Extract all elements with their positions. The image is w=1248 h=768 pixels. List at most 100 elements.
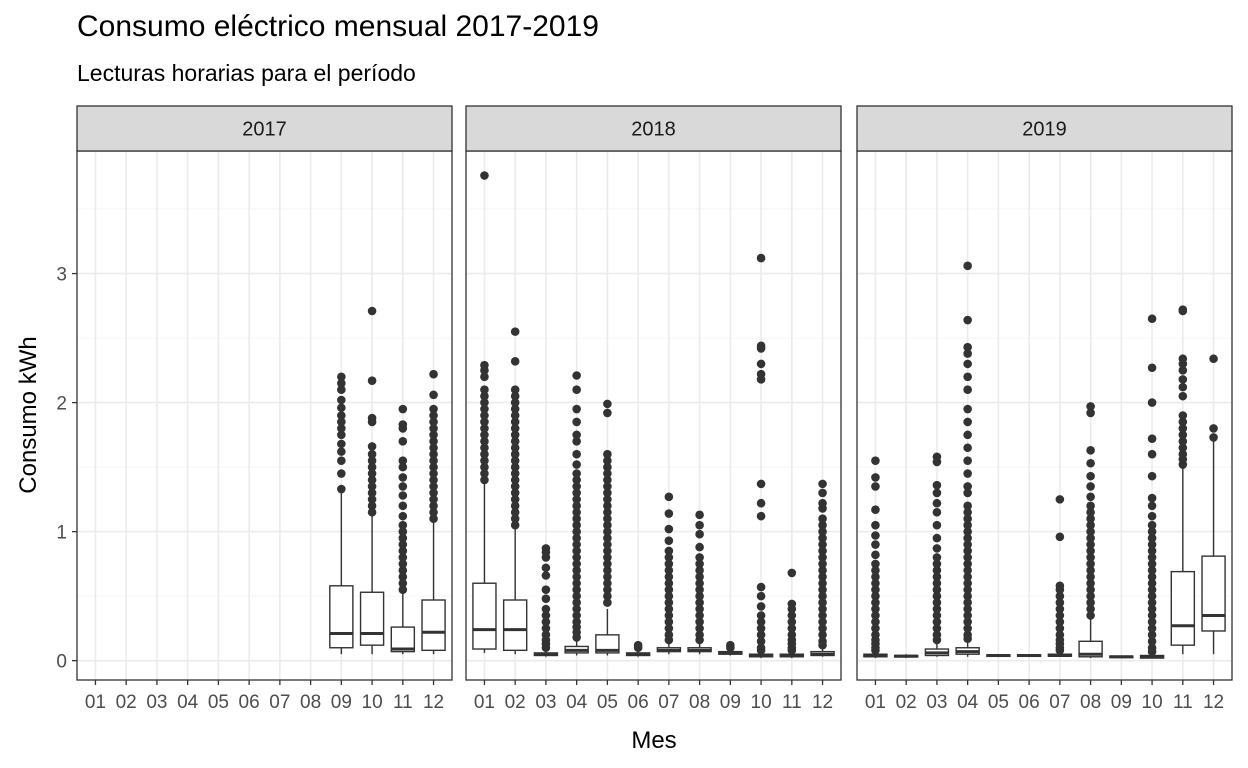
outlier-point xyxy=(603,456,612,465)
box-2019-03 xyxy=(924,452,950,657)
outlier-point xyxy=(398,566,408,575)
outlier-point xyxy=(510,514,520,524)
x-tick-label: 06 xyxy=(239,692,260,713)
outlier-point xyxy=(756,624,766,633)
outlier-point xyxy=(1086,540,1095,549)
x-axis-title: Mes xyxy=(631,727,676,754)
outlier-point xyxy=(695,529,704,539)
outlier-point xyxy=(756,479,766,489)
outlier-point xyxy=(480,411,489,420)
outlier-point xyxy=(664,546,674,556)
outlier-point xyxy=(572,546,581,556)
outlier-point xyxy=(572,604,581,614)
outlier-point xyxy=(871,617,880,627)
outlier-point xyxy=(1178,449,1188,459)
outlier-point xyxy=(572,385,581,394)
outlier-point xyxy=(337,484,346,494)
outlier-point xyxy=(963,514,972,524)
outlier-point xyxy=(603,559,612,569)
outlier-point xyxy=(429,404,438,414)
outlier-point xyxy=(1055,591,1065,601)
outlier-point xyxy=(398,501,408,511)
outlier-point xyxy=(1178,375,1188,384)
outlier-point xyxy=(871,624,880,633)
outlier-point xyxy=(871,611,880,620)
x-tick-label: 03 xyxy=(535,692,556,713)
outlier-point xyxy=(932,480,942,490)
outlier-point xyxy=(429,488,438,498)
outlier-point xyxy=(429,495,438,504)
outlier-point xyxy=(818,572,827,582)
outlier-point xyxy=(963,559,972,569)
outlier-point xyxy=(429,437,438,446)
outlier-point xyxy=(818,585,827,594)
outlier-point xyxy=(664,566,674,575)
outlier-point xyxy=(510,501,520,511)
outlier-point xyxy=(572,475,581,485)
x-tick-label: 04 xyxy=(566,692,588,713)
x-tick-label: 03 xyxy=(146,692,167,713)
outlier-point xyxy=(963,598,972,607)
outlier-point xyxy=(572,495,581,504)
outlier-point xyxy=(1086,501,1095,511)
outlier-point xyxy=(572,559,581,569)
outlier-point xyxy=(1209,354,1218,364)
outlier-point xyxy=(1147,578,1157,588)
outlier-point xyxy=(367,442,377,451)
outlier-point xyxy=(510,417,520,427)
outlier-point xyxy=(510,404,520,414)
x-tick-label: 05 xyxy=(208,692,229,713)
outlier-point xyxy=(1086,611,1095,620)
outlier-point xyxy=(695,559,704,569)
x-tick-label: 08 xyxy=(689,692,710,713)
outlier-point xyxy=(398,511,408,521)
outlier-point xyxy=(572,520,581,530)
x-tick-label: 12 xyxy=(423,692,444,713)
outlier-point xyxy=(480,391,489,401)
outlier-point xyxy=(932,611,942,620)
box-2019-06 xyxy=(1016,653,1042,658)
outlier-point xyxy=(932,617,942,627)
outlier-point xyxy=(932,624,942,633)
chart-title: Consumo eléctrico mensual 2017-2019 xyxy=(77,10,599,43)
outlier-point xyxy=(429,417,438,427)
outlier-point xyxy=(1055,598,1065,607)
outlier-point xyxy=(367,449,377,459)
outlier-point xyxy=(541,617,551,627)
outlier-point xyxy=(1086,572,1095,582)
outlier-point xyxy=(932,520,942,530)
box-iqr xyxy=(329,585,354,649)
outlier-point xyxy=(1055,532,1065,542)
outlier-point xyxy=(1086,598,1095,607)
outlier-point xyxy=(572,449,581,459)
outlier-point xyxy=(1209,424,1218,433)
outlier-point xyxy=(1086,458,1095,468)
x-tick-label: 09 xyxy=(331,692,352,713)
outlier-point xyxy=(337,447,346,456)
outlier-point xyxy=(963,553,972,562)
outlier-point xyxy=(871,572,880,582)
outlier-point xyxy=(756,498,766,508)
outlier-point xyxy=(398,533,408,543)
box-2019-04 xyxy=(955,261,980,657)
outlier-point xyxy=(572,598,581,607)
box-2018-08 xyxy=(687,510,712,655)
outlier-point xyxy=(603,514,612,524)
outlier-point xyxy=(633,640,643,650)
outlier-point xyxy=(1086,585,1095,594)
outlier-point xyxy=(337,469,346,478)
outlier-point xyxy=(337,417,346,427)
outlier-point xyxy=(1147,611,1157,620)
outlier-point xyxy=(1086,566,1095,575)
outlier-point xyxy=(1147,471,1157,481)
outlier-point xyxy=(367,488,377,498)
outlier-point xyxy=(337,385,346,394)
outlier-point xyxy=(695,553,704,562)
outlier-point xyxy=(963,578,972,588)
outlier-point xyxy=(1147,617,1157,627)
outlier-point xyxy=(1086,533,1095,543)
box-2018-04 xyxy=(564,371,589,656)
outlier-point xyxy=(337,403,346,413)
outlier-point xyxy=(1055,495,1065,504)
outlier-point xyxy=(756,617,766,627)
